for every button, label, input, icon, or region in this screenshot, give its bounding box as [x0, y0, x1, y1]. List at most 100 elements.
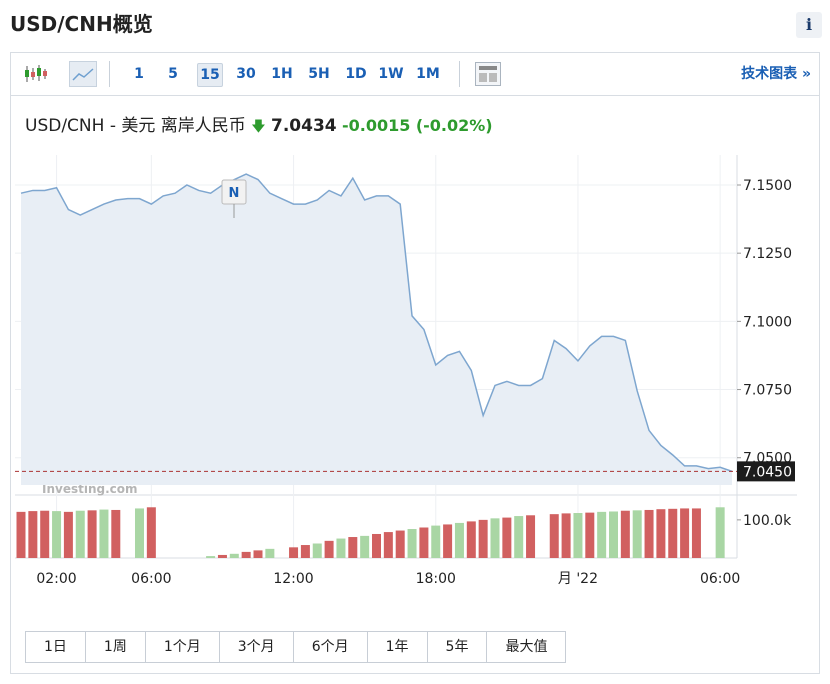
volume-bar: [443, 524, 453, 558]
interval-button[interactable]: 5H: [308, 66, 330, 82]
volume-bar: [620, 510, 630, 558]
volume-bar: [229, 553, 239, 558]
y-tick-label: 7.0750: [743, 383, 792, 399]
x-tick-label: 06:00: [700, 571, 740, 587]
volume-bar: [656, 509, 666, 558]
volume-bar: [241, 551, 251, 558]
volume-bar: [549, 514, 559, 558]
price-area: [21, 174, 732, 485]
volume-bar: [217, 554, 227, 558]
volume-bar: [454, 522, 464, 558]
y-tick-label: 7.1000: [743, 314, 792, 330]
volume-bar: [383, 532, 393, 558]
price-change-pct: (-0.02%): [415, 116, 493, 135]
volume-bar: [111, 509, 121, 558]
range-button[interactable]: 1日: [26, 632, 86, 662]
volume-bar: [336, 538, 346, 558]
volume-bar: [526, 515, 536, 558]
volume-bar: [609, 511, 618, 558]
volume-bar: [75, 510, 85, 558]
last-price: 7.0434: [271, 116, 337, 136]
line-icon[interactable]: [69, 61, 97, 87]
instrument-name: USD/CNH - 美元 离岸人民币: [25, 116, 246, 136]
volume-bar: [680, 508, 690, 558]
volume-bar: [146, 507, 156, 558]
volume-bar: [585, 512, 595, 558]
x-tick-label: 12:00: [273, 571, 313, 587]
volume-bar: [135, 508, 144, 558]
x-tick-label: 月 '22: [558, 571, 598, 587]
x-tick-label: 02:00: [36, 571, 76, 587]
y2-tick-label: 100.0k: [743, 513, 792, 529]
range-button[interactable]: 1年: [368, 632, 428, 662]
interval-button[interactable]: 1W: [378, 66, 404, 82]
volume-bar: [87, 510, 97, 558]
interval-button[interactable]: 1H: [271, 66, 293, 82]
volume-bar: [668, 508, 678, 558]
volume-bar: [99, 509, 109, 558]
volume-bar: [395, 530, 405, 558]
volume-bar: [63, 511, 73, 558]
volume-bar: [206, 556, 216, 558]
y-tick-label: 7.1500: [743, 178, 792, 194]
volume-bar: [312, 543, 322, 558]
range-button[interactable]: 1周: [86, 632, 146, 662]
layout-icon[interactable]: [475, 62, 501, 86]
interval-button[interactable]: 1M: [416, 66, 440, 82]
volume-bar: [597, 511, 607, 558]
chart-panel: 1 5 15 30 1H 5H 1D 1W 1M 技术图表 » USD/CNH - 美元 离岸人…: [10, 52, 820, 674]
down-arrow: 🡇: [251, 119, 266, 135]
chart: 7.15007.12507.10007.07507.0500100.0k02:0…: [15, 155, 797, 587]
volume-bar: [478, 519, 488, 558]
volume-bar: [360, 535, 370, 558]
x-tick-label: 06:00: [131, 571, 171, 587]
interval-button[interactable]: 15: [197, 63, 223, 87]
volume-bar: [348, 537, 358, 558]
toolbar: 1 5 15 30 1H 5H 1D 1W 1M 技术图表 »: [11, 53, 819, 96]
y-tick-label: 7.1250: [743, 246, 792, 262]
volume-bar: [632, 510, 642, 558]
volume-bar: [490, 518, 500, 558]
quote-line: USD/CNH - 美元 离岸人民币 🡇 7.0434 -0.0015 (-0.…: [25, 111, 493, 140]
interval-button[interactable]: 30: [236, 66, 256, 82]
range-selector: 1日 1周 1个月 3个月 6个月 1年 5年 最大值: [25, 631, 567, 663]
volume-bar: [419, 527, 429, 558]
volume-bar: [253, 550, 263, 558]
range-button[interactable]: 最大值: [505, 639, 548, 655]
info-button[interactable]: i: [796, 12, 822, 38]
range-button[interactable]: 5年: [428, 632, 488, 662]
candle-icon[interactable]: [23, 64, 49, 84]
volume-bar: [52, 511, 62, 558]
volume-bar: [16, 511, 26, 558]
volume-bar: [573, 513, 583, 558]
volume-bar: [644, 509, 654, 558]
volume-bar: [514, 516, 524, 558]
volume-bar: [324, 540, 334, 558]
volume-bar: [28, 511, 38, 558]
volume-bar: [431, 525, 441, 558]
last-price-label: 7.0450: [743, 464, 792, 480]
page-title: USD/CNH概览: [10, 12, 153, 36]
price-line: [20, 173, 733, 473]
news-marker-label: N: [229, 186, 240, 201]
range-button[interactable]: 1个月: [146, 632, 220, 662]
volume-bar: [502, 517, 512, 558]
tech-chart-link[interactable]: 技术图表 »: [741, 66, 811, 82]
interval-button[interactable]: 5: [168, 66, 178, 82]
interval-button[interactable]: 1: [134, 66, 144, 82]
range-button[interactable]: 3个月: [220, 632, 294, 662]
volume-bar: [265, 548, 275, 558]
volume-bar: [289, 547, 299, 558]
price-change: -0.0015: [342, 116, 411, 135]
watermark: Investing.com: [42, 482, 138, 496]
volume-bar: [40, 510, 50, 558]
x-tick-label: 18:00: [416, 571, 456, 587]
volume-bar: [466, 521, 476, 558]
last-price-box: [737, 461, 795, 482]
volume-bar: [407, 529, 417, 558]
range-button[interactable]: 6个月: [294, 632, 368, 662]
separator: [109, 61, 110, 87]
separator: [459, 61, 460, 87]
interval-button[interactable]: 1D: [345, 66, 367, 82]
